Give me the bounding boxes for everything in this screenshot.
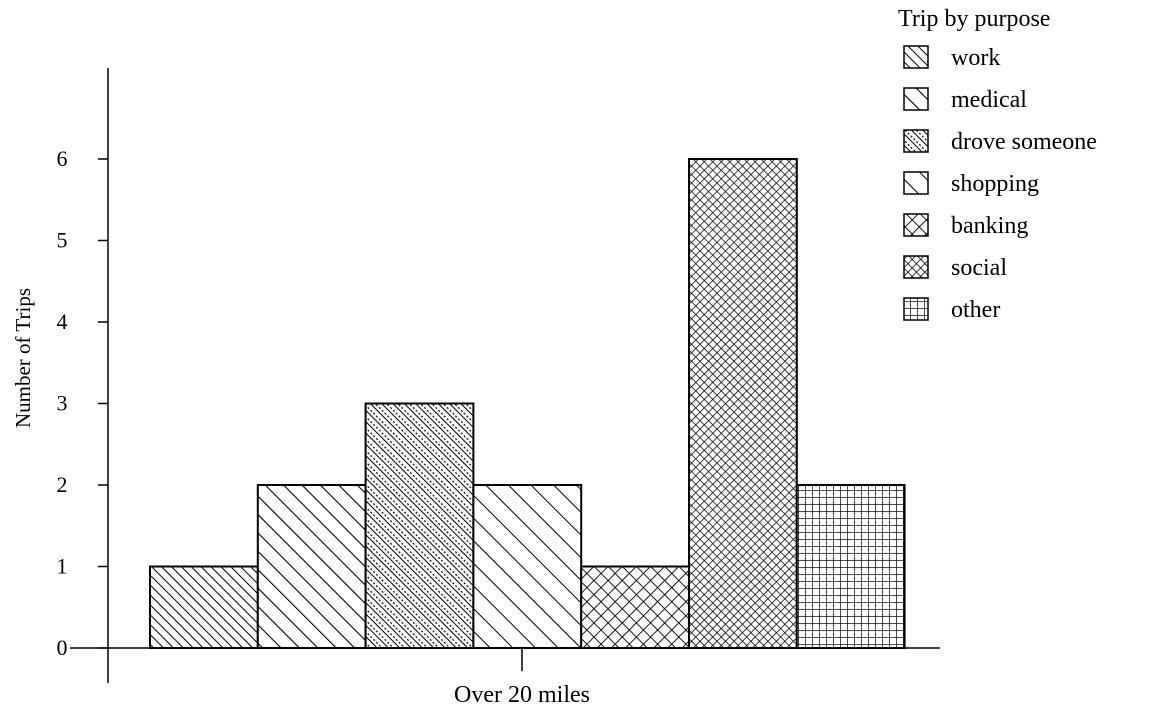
legend-swatch-medical	[903, 87, 929, 111]
y-axis-label: Number of Trips	[11, 288, 35, 428]
legend: Trip by purpose work medical drove someone…	[898, 6, 1097, 323]
legend-swatch-work	[903, 45, 929, 69]
bar-social	[688, 158, 798, 649]
legend-label-social: social	[951, 255, 1007, 281]
legend-title: Trip by purpose	[898, 6, 1050, 32]
legend-label-shopping: shopping	[951, 171, 1039, 197]
y-tick-label: 0	[57, 635, 68, 660]
y-tick-label: 2	[57, 472, 68, 497]
bar-drove-someone	[364, 402, 475, 649]
legend-swatch-drove-someone	[903, 129, 929, 153]
legend-swatch-banking	[903, 213, 929, 237]
legend-label-banking: banking	[951, 213, 1028, 239]
legend-label-drove-someone: drove someone	[951, 129, 1097, 155]
y-tick-label: 1	[57, 554, 68, 579]
legend-swatch-other	[903, 297, 929, 321]
y-tick-label: 5	[57, 228, 68, 253]
bar-medical	[256, 484, 367, 649]
bars	[149, 158, 906, 649]
legend-label-medical: medical	[951, 87, 1027, 113]
bar-banking	[580, 565, 691, 649]
x-category-label: Over 20 miles	[454, 682, 590, 708]
y-tick-label: 3	[57, 391, 68, 416]
y-tick-label: 6	[57, 146, 68, 171]
bar-shopping	[472, 484, 583, 649]
legend-swatch-social	[903, 255, 929, 279]
y-ticks: 0 1 2 3 4 5 6	[57, 146, 108, 660]
bar-work	[149, 565, 259, 649]
legend-swatch-shopping	[903, 171, 929, 195]
legend-label-other: other	[951, 297, 1000, 323]
legend-label-work: work	[951, 45, 1000, 71]
y-tick-label: 4	[57, 309, 68, 334]
bar-other	[795, 484, 906, 649]
